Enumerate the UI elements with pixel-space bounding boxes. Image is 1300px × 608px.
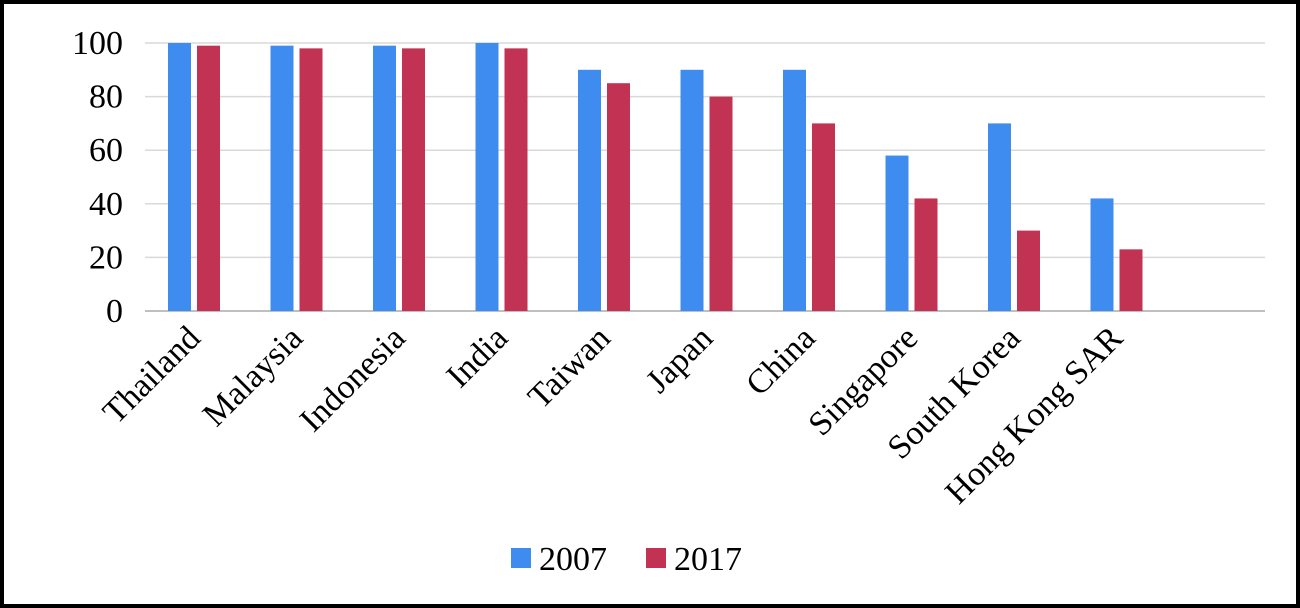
- bar-2017-india: [504, 48, 528, 312]
- legend-label-2007: 2007: [539, 541, 607, 578]
- bar-2017-thailand: [197, 45, 220, 312]
- y-tick-label: 0: [106, 293, 123, 330]
- bar-2007-indonesia: [373, 45, 396, 312]
- legend-swatch-2007: [511, 548, 531, 568]
- x-tick-label: Thailand: [96, 319, 208, 431]
- x-tick-label: Malaysia: [196, 319, 310, 433]
- bar-2017-hong-kong-sar: [1119, 249, 1143, 311]
- bar-2017-taiwan: [607, 83, 630, 311]
- legend-swatch-2017: [646, 548, 666, 568]
- y-tick-label: 60: [89, 132, 123, 169]
- bar-2007-taiwan: [578, 69, 601, 311]
- y-axis: 0 20 40 60 80 100: [72, 25, 123, 330]
- y-tick-label: 100: [72, 25, 123, 62]
- legend-label-2017: 2017: [674, 541, 742, 578]
- bar-2007-china: [783, 69, 806, 311]
- bar-2017-japan: [709, 96, 733, 311]
- bar-2007-hong-kong-sar: [1090, 198, 1114, 311]
- y-tick-label: 20: [89, 239, 123, 276]
- bar-2007-singapore: [885, 155, 909, 311]
- bar-2007-japan: [680, 69, 704, 311]
- x-tick-label: China: [739, 319, 823, 403]
- gridlines: [145, 42, 1265, 312]
- x-tick-label: Hong Kong SAR: [938, 319, 1130, 511]
- bar-2017-indonesia: [402, 48, 425, 312]
- bar-2007-malaysia: [270, 45, 294, 312]
- bar-2017-malaysia: [299, 48, 323, 312]
- y-tick-label: 80: [89, 79, 123, 116]
- x-tick-label: Japan: [639, 319, 720, 400]
- bar-2007-india: [475, 43, 499, 311]
- x-tick-label: Indonesia: [293, 319, 413, 439]
- y-tick-label: 40: [89, 186, 123, 223]
- bar-2007-thailand: [168, 43, 191, 311]
- bar-2017-singapore: [914, 198, 938, 311]
- bars: [168, 43, 1143, 312]
- legend: 2007 2017: [511, 541, 742, 578]
- bar-2017-south-korea: [1017, 230, 1040, 311]
- x-tick-label: Taiwan: [521, 319, 618, 416]
- bar-2007-south-korea: [988, 123, 1011, 312]
- x-tick-label: India: [440, 319, 516, 395]
- bar-2017-china: [812, 123, 835, 312]
